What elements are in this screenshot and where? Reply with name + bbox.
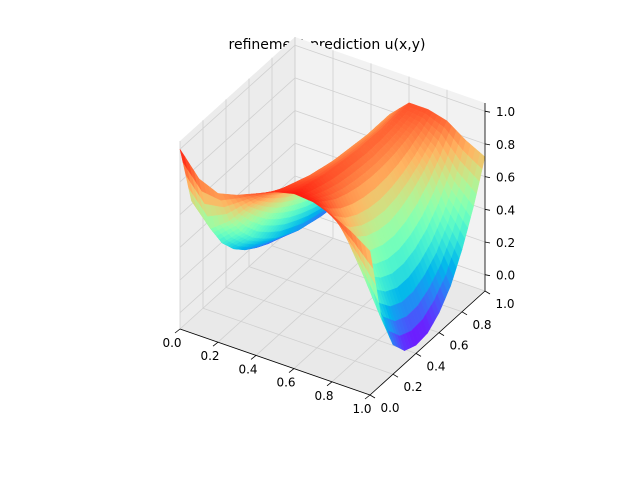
x-tick-label: 0.8 [314, 389, 333, 403]
z-tick-label: 0.2 [496, 236, 515, 250]
x-tick-label: 0.2 [200, 349, 219, 363]
y-tick-mark [415, 353, 422, 357]
y-tick-label: 0.0 [380, 401, 399, 415]
x-tick-label: 0.4 [238, 362, 257, 376]
y-tick-mark [484, 290, 491, 295]
y-tick-label: 0.8 [472, 318, 491, 332]
axes-lines [179, 103, 486, 396]
y-tick-label: 0.2 [403, 380, 422, 394]
gridline-left-z [179, 77, 296, 183]
gridline-floor-x [179, 224, 296, 330]
x-tick-mark [364, 394, 371, 400]
y-tick-mark [392, 373, 399, 378]
gridline-floor-x [217, 237, 334, 343]
y-tick-label: 0.6 [449, 339, 468, 353]
gridline-floor-y [202, 307, 394, 375]
x-tick-mark [250, 355, 257, 360]
z-tick-label: 0.0 [496, 269, 515, 283]
x-axis-line [179, 328, 371, 396]
x-tick-label: 0.0 [162, 336, 181, 350]
z-tick-mark [484, 208, 491, 211]
z-tick-mark [484, 110, 491, 113]
axes-ticks: 0.0 0.2 0.4 0.6 0.8 1.0 0.0 0.2 0.4 0.6 0.8 1.0 0.0 0… [162, 105, 515, 416]
x-tick-mark [174, 328, 181, 334]
z-tick-label: 0.8 [496, 138, 515, 152]
gridline-left-z [179, 44, 296, 150]
z-tick-mark [484, 143, 491, 146]
z-tick-label: 1.0 [496, 105, 515, 119]
x-tick-label: 1.0 [352, 402, 371, 416]
x-tick-mark [288, 368, 295, 373]
y-tick-label: 1.0 [495, 297, 514, 311]
z-tick-label: 0.6 [496, 171, 515, 185]
y-tick-mark [461, 311, 468, 316]
chart-title: refinement prediction u(x,y) [229, 37, 426, 53]
gridline-back-z [294, 44, 486, 112]
surface-mesh [179, 102, 486, 351]
y-tick-mark [369, 394, 376, 399]
z-tick-mark [484, 176, 491, 178]
surface-facet [365, 245, 374, 269]
x-tick-mark [326, 381, 333, 387]
y-axis-line [369, 290, 486, 396]
x-tick-mark [212, 341, 219, 347]
y-tick-mark [438, 332, 445, 336]
gridline-floor-y [225, 287, 417, 354]
z-tick-mark [484, 274, 491, 277]
x-tick-label: 0.6 [276, 376, 295, 390]
pane-left [180, 37, 295, 329]
z-tick-label: 0.4 [496, 203, 515, 217]
gridline-floor-x [255, 251, 372, 356]
z-tick-mark [484, 241, 491, 244]
y-tick-label: 0.4 [426, 359, 445, 373]
